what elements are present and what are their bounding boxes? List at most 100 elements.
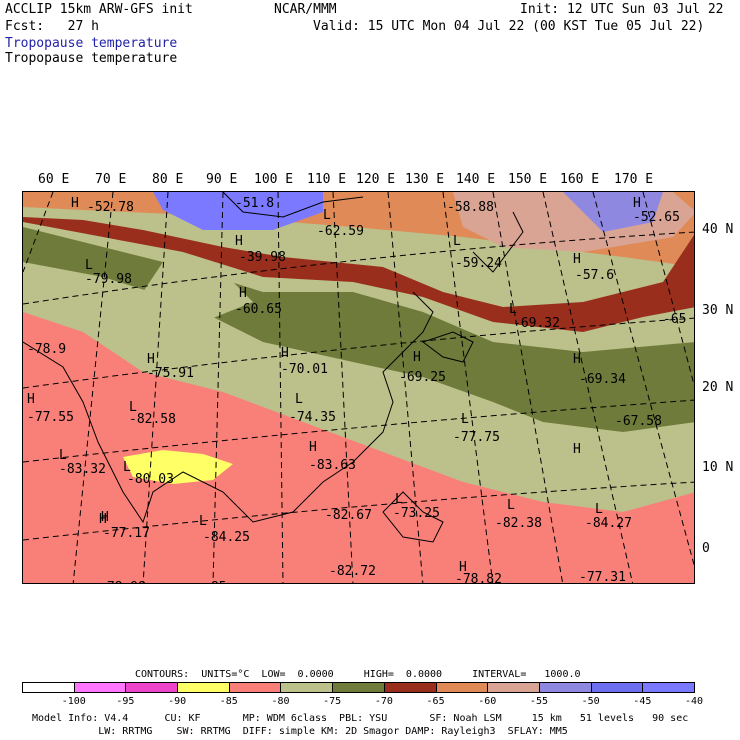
longitude-label: 140 E bbox=[456, 172, 496, 187]
latitude-label: 40 N bbox=[702, 222, 734, 237]
longitude-label: 120 E bbox=[356, 172, 396, 187]
contour-label: H bbox=[235, 234, 243, 249]
contour-label: L bbox=[323, 208, 331, 223]
longitude-label: 110 E bbox=[307, 172, 347, 187]
contour-label: -77.31 bbox=[579, 570, 626, 584]
band-80 bbox=[23, 312, 694, 583]
contour-label: L bbox=[129, 400, 137, 415]
band-45 bbox=[153, 192, 323, 230]
color-bar-segment bbox=[435, 682, 489, 693]
contour-label: -75.91 bbox=[147, 366, 194, 381]
color-bar-tick: -90 bbox=[168, 696, 187, 707]
color-bar-tick: -45 bbox=[633, 696, 652, 707]
band-85-spot bbox=[123, 450, 233, 484]
init-time: Init: 12 UTC Sun 03 Jul 22 bbox=[520, 2, 724, 17]
latitude-label: 30 N bbox=[702, 303, 734, 318]
contour-label: -82.67 bbox=[325, 508, 372, 523]
color-bar-tick: -100 bbox=[61, 696, 86, 707]
coastlines bbox=[23, 192, 524, 543]
graticule bbox=[23, 192, 694, 583]
contour-label: -73.25 bbox=[393, 506, 440, 521]
contour-label: L bbox=[509, 302, 517, 317]
contour-label: -65 bbox=[663, 312, 687, 327]
contour-label: L bbox=[85, 258, 93, 273]
contour-label: -39.98 bbox=[239, 250, 286, 265]
contour-label: -52.78 bbox=[87, 200, 134, 215]
model-info-line-1: Model Info: V4.4 CU: KF MP: WDM 6class P… bbox=[32, 713, 689, 724]
contour-label: H bbox=[573, 352, 581, 367]
contour-label: L bbox=[199, 514, 207, 529]
contour-label: H bbox=[101, 510, 109, 525]
contour-label: -78.82 bbox=[455, 572, 502, 584]
contour-label: -77.17 bbox=[103, 526, 150, 541]
contour-label: -82.58 bbox=[129, 412, 176, 427]
contour-label: H bbox=[239, 286, 247, 301]
contour-label: -59.24 bbox=[455, 256, 502, 271]
contour-label: -79.98 bbox=[85, 272, 132, 287]
contour-label: -60.65 bbox=[235, 302, 282, 317]
color-bar-tick: -70 bbox=[374, 696, 393, 707]
contour-label: -83.32 bbox=[59, 462, 106, 477]
contour-label: -80.03 bbox=[127, 472, 174, 487]
band-75-tongue bbox=[143, 262, 253, 322]
longitude-label: 60 E bbox=[38, 172, 70, 187]
contour-label: -84.25 bbox=[203, 530, 250, 545]
latitude-label: 0 bbox=[702, 541, 710, 556]
center-label: NCAR/MMM bbox=[274, 2, 337, 17]
contour-label: -82.38 bbox=[495, 516, 542, 531]
contour-label: -78.9 bbox=[27, 342, 67, 357]
contour-label: H bbox=[281, 346, 289, 361]
contour-label: -69.34 bbox=[579, 372, 626, 387]
model-title: ACCLIP 15km ARW-GFS init bbox=[5, 2, 193, 17]
contour-label: -58.88 bbox=[447, 200, 494, 215]
contour-label: L bbox=[59, 448, 67, 463]
contour-label: H bbox=[573, 252, 581, 267]
contour-label: H bbox=[27, 392, 35, 407]
contour-label: -77.55 bbox=[27, 410, 74, 425]
latitude-label: 10 N bbox=[702, 460, 734, 475]
field-title-1: Tropopause temperature bbox=[5, 36, 178, 51]
color-bar-segment bbox=[590, 682, 644, 693]
map-panel: H -52.78 -51.8 L -62.59 -58.88 H -52.65 H -39.98 L… bbox=[22, 191, 695, 584]
contour-label: -51.8 bbox=[235, 196, 275, 211]
contour-label: H bbox=[573, 442, 581, 457]
contour-label: H bbox=[309, 440, 317, 455]
band-65 bbox=[23, 217, 694, 332]
color-bar-segment bbox=[177, 682, 230, 693]
contour-label: -77.75 bbox=[453, 430, 500, 445]
longitude-label: 160 E bbox=[560, 172, 600, 187]
longitude-label: 130 E bbox=[405, 172, 445, 187]
latitude-label: 20 N bbox=[702, 380, 734, 395]
contour-label: -83.63 bbox=[309, 458, 356, 473]
longitude-label: 150 E bbox=[508, 172, 548, 187]
contour-label: -62.59 bbox=[317, 224, 364, 239]
color-bar-segment bbox=[487, 682, 540, 693]
band-50b bbox=[563, 192, 663, 232]
contour-label: L bbox=[295, 392, 303, 407]
contour-label: L bbox=[595, 502, 603, 517]
forecast-hour: Fcst: 27 h bbox=[5, 19, 99, 34]
contour-label: H bbox=[147, 352, 155, 367]
color-bar-segment bbox=[228, 682, 282, 693]
contour-label: L bbox=[395, 492, 403, 507]
color-bar-segment bbox=[332, 682, 385, 693]
color-bar-tick: -55 bbox=[529, 696, 548, 707]
longitude-label: 100 E bbox=[254, 172, 294, 187]
longitude-label: 80 E bbox=[152, 172, 184, 187]
contour-label: H bbox=[71, 196, 79, 211]
longitude-label: 70 E bbox=[95, 172, 127, 187]
contour-label: -70.01 bbox=[281, 362, 328, 377]
longitude-label: 90 E bbox=[206, 172, 238, 187]
field-title-2: Tropopause temperature bbox=[5, 51, 178, 66]
contour-label: -78.98 bbox=[99, 580, 146, 583]
color-bar-segment bbox=[73, 682, 127, 693]
color-bar-tick: -60 bbox=[478, 696, 497, 707]
contour-label: L bbox=[507, 498, 515, 513]
map-canvas bbox=[23, 192, 694, 583]
color-bar-segment bbox=[125, 682, 179, 693]
color-bar-segment bbox=[383, 682, 437, 693]
contour-label: L bbox=[453, 234, 461, 249]
contour-label: -82.72 bbox=[329, 564, 376, 579]
contour-label: -85 bbox=[203, 580, 226, 583]
color-bar-segment bbox=[280, 682, 334, 693]
